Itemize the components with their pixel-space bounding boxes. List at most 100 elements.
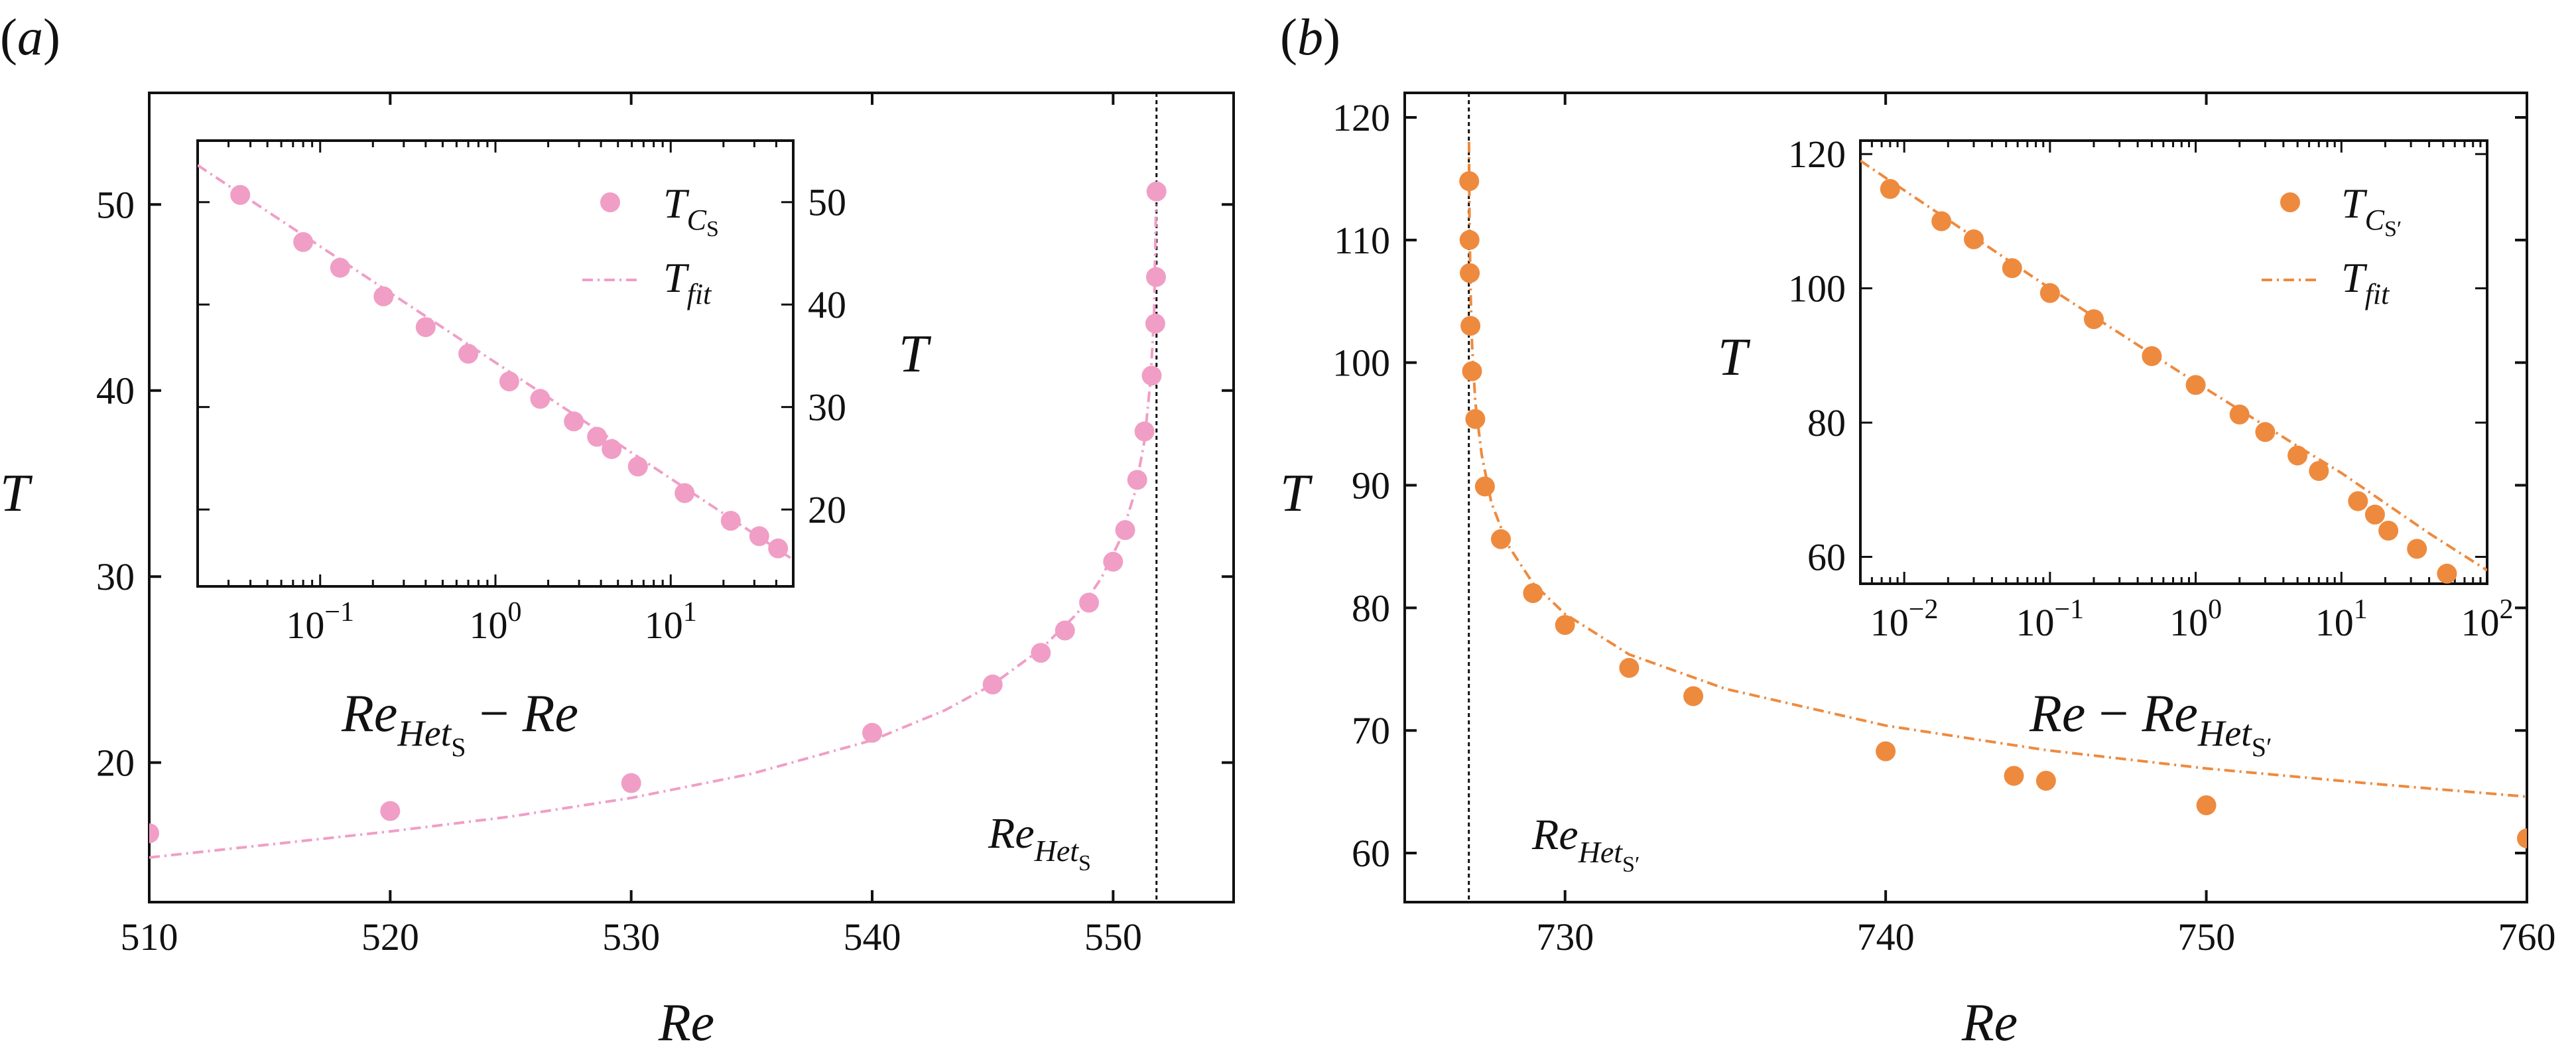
- x-tick-label: 750: [2177, 915, 2235, 959]
- panel-a-critical-label: ReHetS: [988, 809, 1091, 876]
- data-point: [2407, 539, 2427, 559]
- data-point: [415, 317, 436, 338]
- data-point: [627, 456, 648, 477]
- data-point: [1555, 615, 1575, 635]
- x-tick-label: 10−1: [286, 597, 354, 647]
- x-tick-label: 540: [844, 915, 901, 959]
- data-point: [1115, 520, 1135, 541]
- panel-b-plot-area: [1459, 93, 2527, 902]
- data-point: [1460, 263, 1480, 283]
- y-tick-label: 30: [808, 386, 846, 429]
- panel-b-inset-x-ticks: 10−2 10−1 100 101 102: [1859, 141, 2514, 644]
- data-point: [2364, 504, 2385, 525]
- y-tick-label: 70: [1352, 709, 1390, 752]
- y-tick-label: 50: [808, 181, 846, 224]
- y-tick-label: 40: [808, 283, 846, 326]
- data-point: [1462, 361, 1482, 381]
- x-tick-label: 530: [602, 915, 660, 959]
- x-tick-label: 740: [1857, 915, 1915, 959]
- data-point: [675, 483, 695, 503]
- data-point: [1474, 476, 1495, 497]
- panel-b-inset-y-ticks: 60 80 100 120: [1788, 133, 2487, 579]
- data-point: [564, 411, 584, 432]
- data-point: [2378, 521, 2399, 541]
- panel-b-y-ticks: 60 70 80 90 100 110 120: [1332, 96, 2527, 875]
- data-point: [1031, 643, 1051, 663]
- data-point: [862, 722, 882, 743]
- data-point: [2084, 309, 2104, 330]
- data-point: [1876, 741, 1896, 762]
- data-point: [2255, 422, 2276, 442]
- data-point: [1523, 583, 1543, 604]
- y-tick-label: 30: [96, 555, 135, 598]
- data-point: [499, 371, 519, 391]
- y-tick-label: 80: [1352, 586, 1390, 629]
- fit-line: [198, 164, 793, 561]
- data-point: [1145, 313, 1165, 334]
- x-tick-label: 100: [2169, 594, 2222, 644]
- y-tick-label: 120: [1332, 96, 1390, 139]
- data-point: [1079, 592, 1099, 613]
- y-tick-label: 50: [96, 183, 135, 226]
- data-point: [2142, 346, 2162, 366]
- data-point: [2517, 828, 2527, 848]
- panel-b-x-axis-label: Re: [1961, 994, 2018, 1052]
- data-point: [1880, 178, 1900, 199]
- x-tick-label: 10−1: [2016, 594, 2085, 644]
- data-point: [2035, 771, 2056, 791]
- panel-b-inset: 10−2 10−1 100 101 102 60 80 100 120 Re − ReHetS…: [1718, 133, 2514, 762]
- panel-a-frame: [148, 92, 1235, 903]
- y-tick-label: 90: [1352, 464, 1390, 507]
- y-tick-label: 20: [808, 488, 846, 531]
- data-point: [621, 773, 641, 793]
- y-tick-label: 100: [1332, 342, 1390, 385]
- data-point: [982, 674, 1003, 695]
- legend-marker-tcs: [600, 192, 620, 212]
- panel-b-inset-y-axis-label: T: [1718, 328, 1751, 387]
- data-point: [2437, 563, 2457, 584]
- data-point: [602, 439, 622, 459]
- data-point: [2004, 765, 2024, 786]
- panel-a: (a) 510 520 530 540 550 20 30 40 50 Re T ReHetS…: [0, 8, 1235, 1052]
- x-tick-label: 102: [2461, 594, 2514, 644]
- data-point: [1459, 171, 1480, 192]
- data-point: [1134, 421, 1155, 442]
- data-point: [330, 257, 350, 278]
- y-tick-label: 40: [96, 369, 135, 413]
- panel-a-inset-y-ticks: 20 30 40 50: [198, 181, 846, 531]
- panel-b-label: (b): [1280, 8, 1340, 66]
- y-tick-label: 100: [1788, 267, 1846, 310]
- data-point: [380, 801, 401, 821]
- panel-b-critical-label: ReHetS′: [1531, 811, 1640, 877]
- data-point: [720, 511, 741, 531]
- y-tick-label: 60: [1352, 832, 1390, 875]
- panel-a-x-axis-label: Re: [658, 994, 714, 1052]
- data-point: [1465, 409, 1486, 429]
- data-point: [1491, 529, 1511, 549]
- data-point: [1683, 686, 1704, 706]
- x-tick-label: 550: [1084, 915, 1142, 959]
- x-tick-label: 100: [470, 597, 522, 647]
- x-tick-label: 101: [645, 597, 697, 647]
- y-tick-label: 110: [1334, 219, 1390, 262]
- legend-marker-tcs-prime: [2280, 192, 2300, 212]
- panel-b-y-axis-label: T: [1280, 464, 1313, 523]
- x-tick-label: 10−2: [1870, 594, 1939, 644]
- y-tick-label: 80: [1807, 401, 1846, 444]
- data-point: [2309, 461, 2329, 481]
- x-tick-label: 730: [1536, 915, 1594, 959]
- panel-a-x-ticks: 510 520 530 540 550: [121, 93, 1142, 959]
- data-point: [2229, 404, 2250, 425]
- panel-b-inset-x-axis-label: Re − ReHetS′: [2029, 685, 2272, 762]
- y-tick-label: 60: [1807, 536, 1846, 579]
- data-point: [1964, 229, 1984, 249]
- panel-a-y-ticks: 20 30 40 50: [96, 183, 1234, 785]
- data-point: [2287, 445, 2308, 466]
- y-tick-label: 20: [96, 742, 135, 785]
- panel-a-inset-x-axis-label: ReHetS − Re: [341, 685, 578, 762]
- panel-b-inset-frame: [1859, 139, 2488, 585]
- panel-b-frame: [1403, 92, 2528, 903]
- y-tick-label: 120: [1788, 133, 1846, 176]
